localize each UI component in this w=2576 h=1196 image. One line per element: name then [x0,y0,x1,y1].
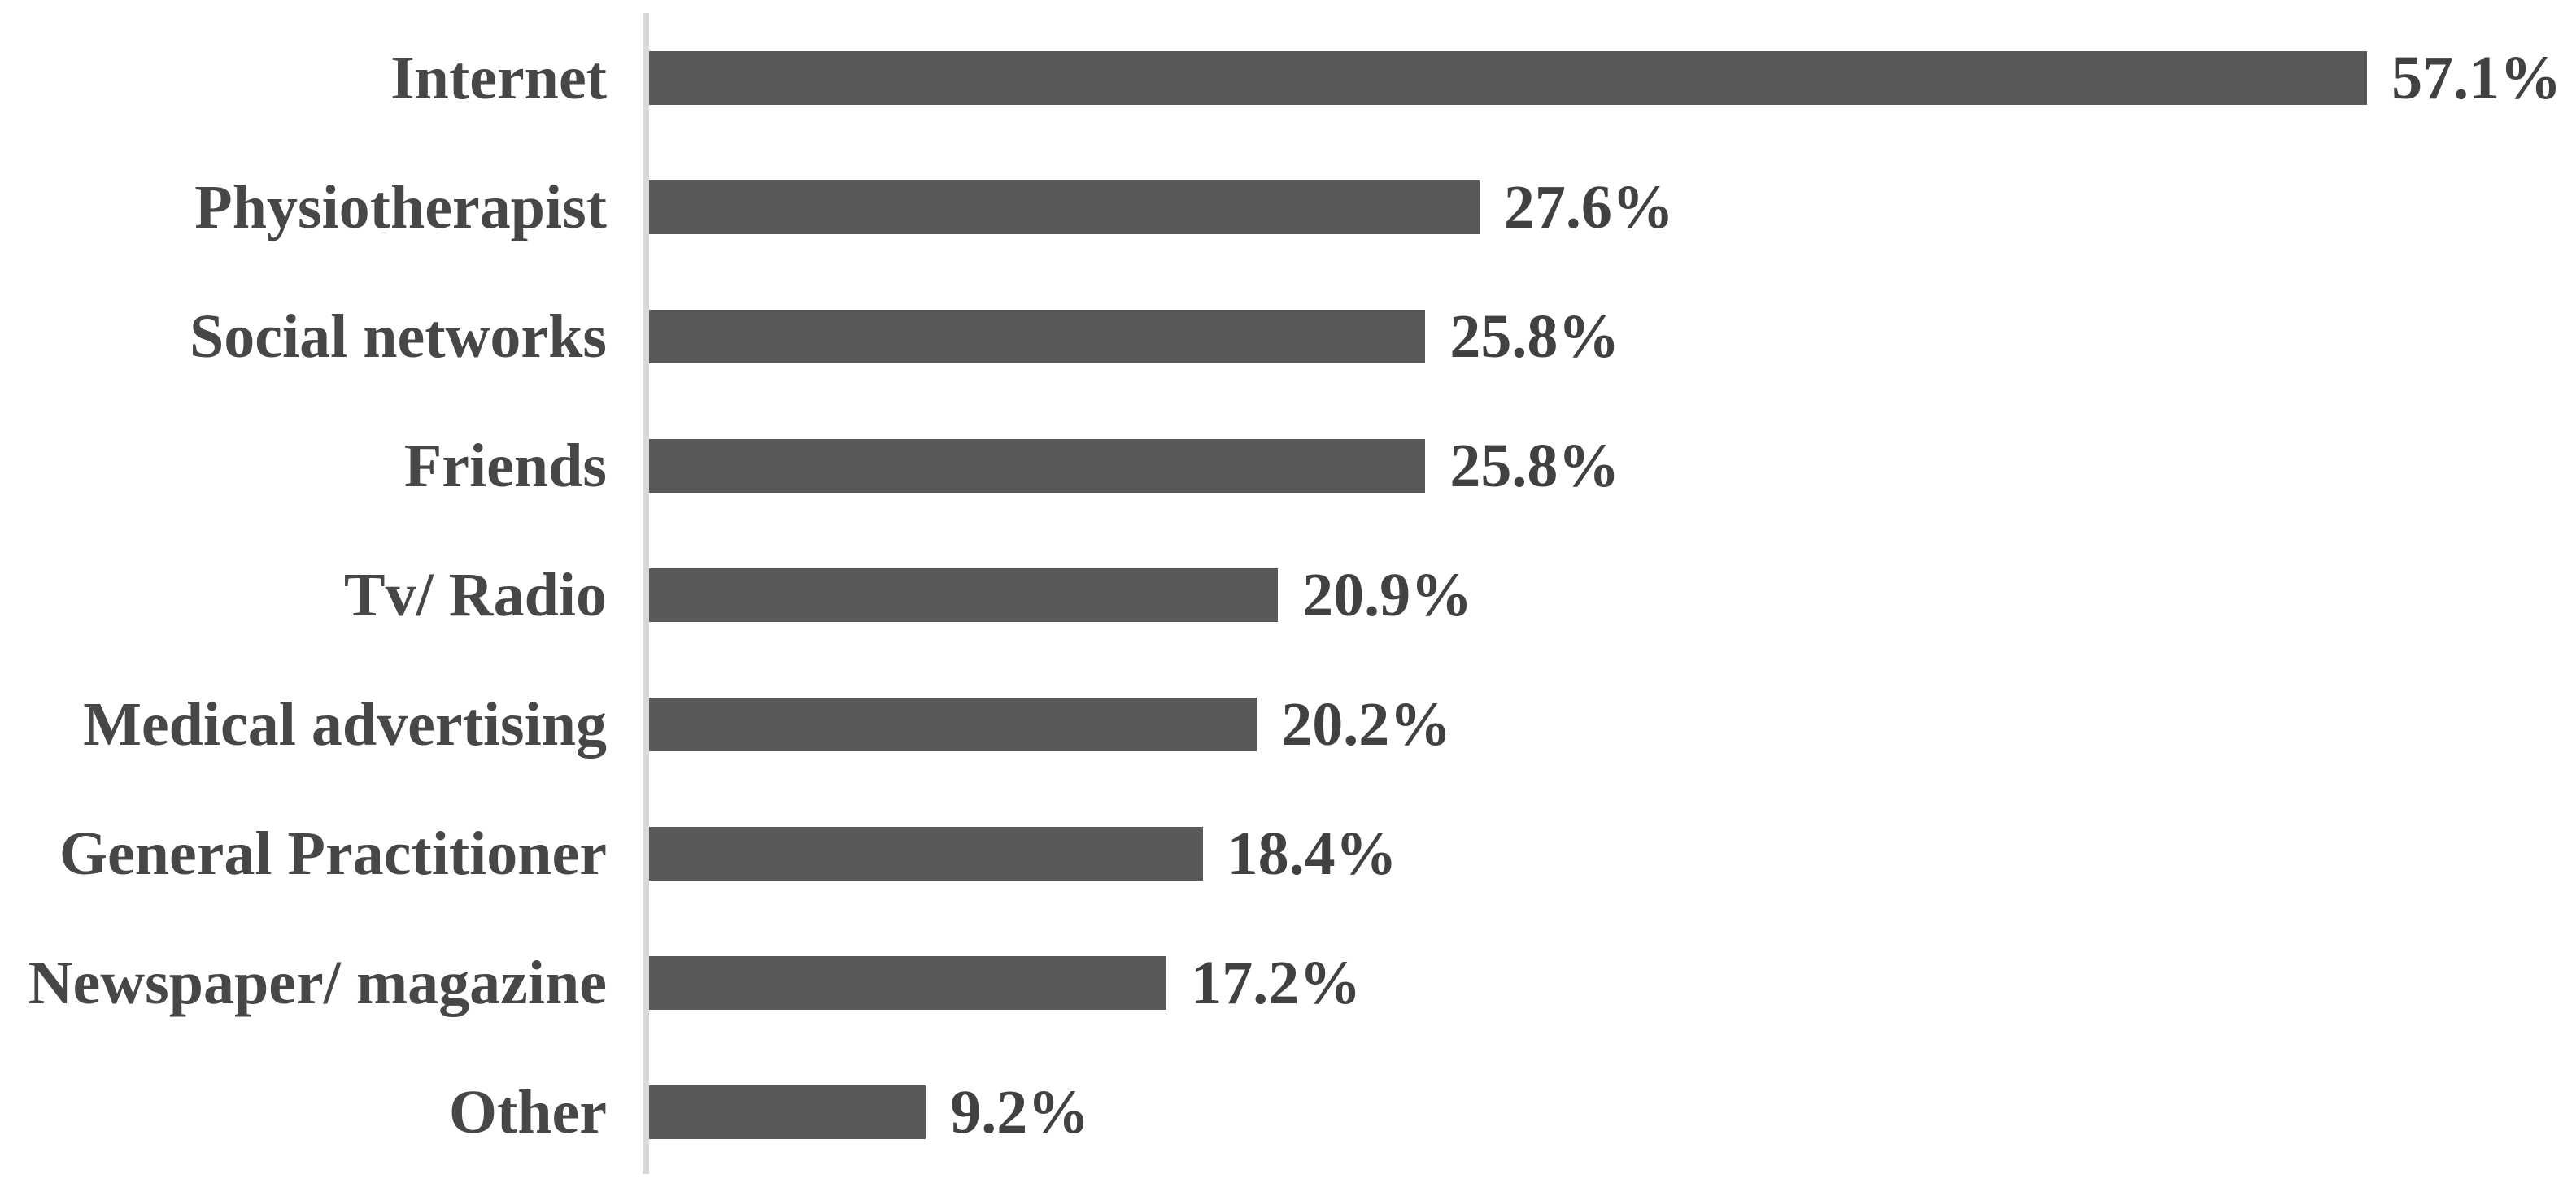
bar [649,438,1426,493]
bar-area: 9.2% [643,1047,2576,1176]
value-label: 20.2% [1281,689,1452,759]
chart-row: Physiotherapist 27.6% [0,142,2576,272]
bar [649,955,1167,1010]
category-label: General Practitioner [59,819,607,888]
bar [649,697,1257,751]
bar [649,568,1279,622]
value-label: 25.8% [1449,431,1620,500]
bar [649,1085,926,1139]
chart-row: Tv/ Radio 20.9% [0,530,2576,659]
chart-row: Friends 25.8% [0,401,2576,530]
value-label: 27.6% [1503,172,1674,241]
bar [649,180,1480,234]
chart-row: Social networks 25.8% [0,272,2576,401]
bar-area: 27.6% [643,142,2576,272]
y-axis-line [643,13,649,1174]
bar [649,826,1203,881]
value-label: 9.2% [950,1077,1090,1146]
chart-row: Medical advertising 20.2% [0,659,2576,789]
chart-row: Internet 57.1% [0,13,2576,142]
chart-row: Other 9.2% [0,1047,2576,1176]
category-label: Internet [390,43,607,112]
bar [649,50,2368,105]
category-label: Social networks [190,302,607,371]
value-label: 20.9% [1302,560,1473,629]
category-label: Physiotherapist [194,172,607,241]
category-label: Tv/ Radio [343,560,607,629]
value-label: 25.8% [1449,302,1620,371]
value-label: 17.2% [1191,948,1362,1017]
category-label: Medical advertising [83,689,607,759]
bar-area: 20.9% [643,530,2576,659]
category-label: Other [448,1077,607,1146]
value-label: 18.4% [1227,819,1397,888]
chart-rows: Internet 57.1% Physiotherapist 27.6% Social … [0,13,2576,1176]
bar-area: 25.8% [643,401,2576,530]
category-label: Newspaper/ magazine [28,948,607,1017]
bar-area: 57.1% [643,13,2576,142]
chart-row: General Practitioner 18.4% [0,789,2576,918]
bar-area: 25.8% [643,272,2576,401]
bar-area: 17.2% [643,918,2576,1047]
bar-area: 18.4% [643,789,2576,918]
bar-area: 20.2% [643,659,2576,789]
chart-row: Newspaper/ magazine 17.2% [0,918,2576,1047]
value-label: 57.1% [2391,43,2562,112]
bar [649,309,1426,363]
category-label: Friends [403,431,607,500]
